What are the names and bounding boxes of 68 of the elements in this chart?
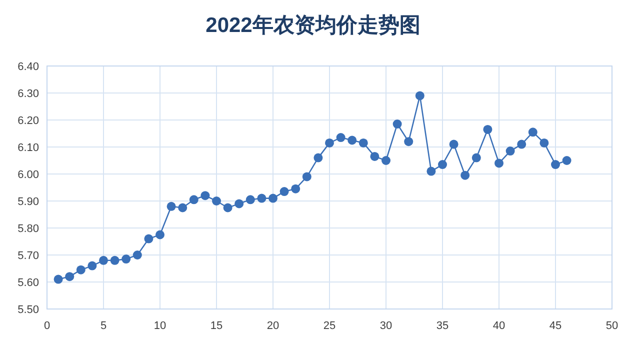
point (506, 146, 515, 156)
point (528, 128, 538, 137)
point (189, 195, 198, 204)
point (392, 120, 402, 129)
point (268, 194, 278, 203)
point (65, 272, 74, 282)
point (144, 234, 154, 244)
x-tick-label: 40 (492, 320, 506, 332)
point (54, 274, 63, 284)
point (460, 170, 470, 180)
point (483, 124, 492, 134)
point (449, 140, 458, 149)
x-tick-label: 25 (323, 320, 336, 332)
x-tick-label: 50 (606, 320, 618, 332)
x-tick-label: 5 (100, 320, 107, 332)
point (132, 250, 142, 260)
point (178, 203, 188, 212)
point (540, 138, 549, 148)
x-tick-label: 10 (154, 320, 166, 332)
point (415, 91, 424, 100)
y-tick-label: 5.50 (18, 304, 39, 316)
x-tick-label: 20 (266, 320, 280, 332)
y-tick-label: 6.00 (18, 169, 39, 181)
x-tick-label: 0 (44, 320, 50, 332)
point (76, 265, 86, 274)
chart-title: 2022年农资均价走势图 (206, 14, 420, 37)
point (517, 140, 526, 149)
x-tick-label: 15 (210, 320, 223, 332)
y-tick-label: 5.60 (18, 277, 39, 289)
point (200, 191, 210, 200)
y-tick-label: 5.80 (18, 223, 39, 235)
y-tick-label: 6.10 (18, 142, 39, 154)
point (88, 261, 97, 270)
point (358, 138, 368, 148)
y-tick-label: 5.70 (18, 250, 39, 262)
point (336, 133, 346, 142)
point (223, 203, 232, 212)
point (562, 156, 572, 165)
point (110, 256, 120, 265)
point (212, 196, 221, 206)
x-tick-label: 30 (380, 320, 392, 332)
point (348, 136, 357, 145)
point (99, 256, 108, 265)
point (166, 202, 176, 211)
point (370, 152, 380, 161)
point (234, 199, 244, 208)
y-tick-label: 5.90 (18, 196, 39, 208)
point (302, 172, 312, 182)
point (382, 156, 390, 165)
point (404, 137, 414, 146)
x-tick-label: 45 (549, 320, 562, 332)
point (246, 195, 255, 204)
point (156, 230, 164, 240)
point (472, 153, 481, 162)
y-tick-label: 6.20 (18, 115, 39, 127)
point (551, 160, 560, 170)
y-tick-label: 6.40 (18, 61, 39, 73)
point (426, 166, 436, 176)
point (257, 194, 266, 203)
point (494, 158, 504, 168)
point (280, 187, 289, 196)
point (291, 184, 300, 194)
point (325, 138, 334, 148)
y-tick-label: 6.30 (18, 88, 39, 100)
x-tick-label: 35 (436, 320, 449, 332)
point (122, 254, 131, 264)
point (314, 153, 323, 162)
point (438, 160, 447, 170)
